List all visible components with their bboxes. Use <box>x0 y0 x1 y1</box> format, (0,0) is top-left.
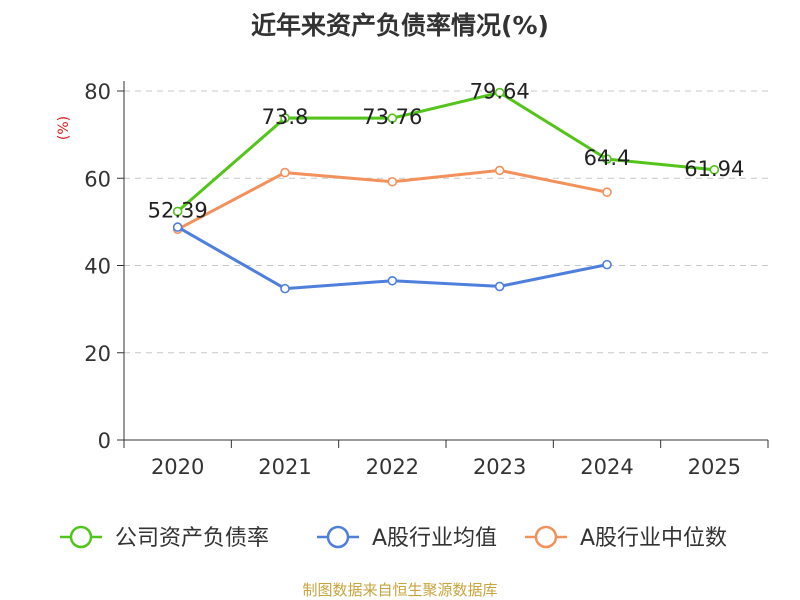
y-tick-label: 60 <box>84 167 111 191</box>
data-point <box>709 164 720 175</box>
y-tick-label: 80 <box>84 80 111 104</box>
axis-layer: 0 20 40 60 80 2020 2021 2022 2023 2024 2025 (%) <box>56 80 769 479</box>
legend-marker <box>534 525 558 549</box>
data-label: 61.94 <box>684 157 744 181</box>
data-point <box>494 281 505 292</box>
legend: 公司资产负债率 A股行业均值 A股行业中位数 <box>60 525 727 551</box>
data-point <box>602 154 612 164</box>
series-layer <box>172 87 720 294</box>
legend-label: A股行业中位数 <box>580 526 727 551</box>
x-tick-label: 2021 <box>258 455 311 479</box>
y-tick-label: 0 <box>98 429 111 453</box>
data-point <box>494 87 505 98</box>
x-tick-label: 2022 <box>366 455 419 479</box>
data-point <box>494 165 505 176</box>
data-point <box>602 259 612 270</box>
x-tick-label: 2020 <box>151 455 204 479</box>
data-label: 64.4 <box>584 146 631 170</box>
data-point <box>172 222 183 232</box>
grid-layer <box>124 90 768 354</box>
data-point <box>280 283 290 294</box>
y-tick-label: 40 <box>84 255 111 279</box>
data-point <box>387 113 398 124</box>
series-line <box>176 91 715 213</box>
data-point <box>387 275 398 286</box>
source-footer: 制图数据来自恒生聚源数据库 <box>302 581 498 599</box>
data-label: 73.8 <box>262 105 309 129</box>
data-point <box>602 187 612 198</box>
x-tick-label: 2025 <box>688 455 741 479</box>
legend-marker <box>326 525 350 549</box>
data-point <box>172 206 183 217</box>
legend-marker <box>69 525 93 549</box>
x-tick-label: 2023 <box>473 455 526 479</box>
data-point <box>280 167 290 178</box>
data-label: 79.64 <box>470 80 530 104</box>
legend-label: A股行业均值 <box>372 526 497 551</box>
y-axis-label: (%) <box>56 116 72 140</box>
legend-label: 公司资产负债率 <box>115 526 269 551</box>
y-tick-label: 20 <box>84 342 111 366</box>
data-label: 52.39 <box>148 198 208 222</box>
x-tick-label: 2024 <box>580 455 633 479</box>
data-point <box>280 113 290 123</box>
chart-title: 近年来资产负债率情况(%) <box>251 11 549 40</box>
data-label: 73.76 <box>362 105 422 129</box>
data-label-layer: 52.39 73.8 73.76 79.64 64.4 61.94 <box>148 80 745 223</box>
data-point <box>387 176 398 187</box>
